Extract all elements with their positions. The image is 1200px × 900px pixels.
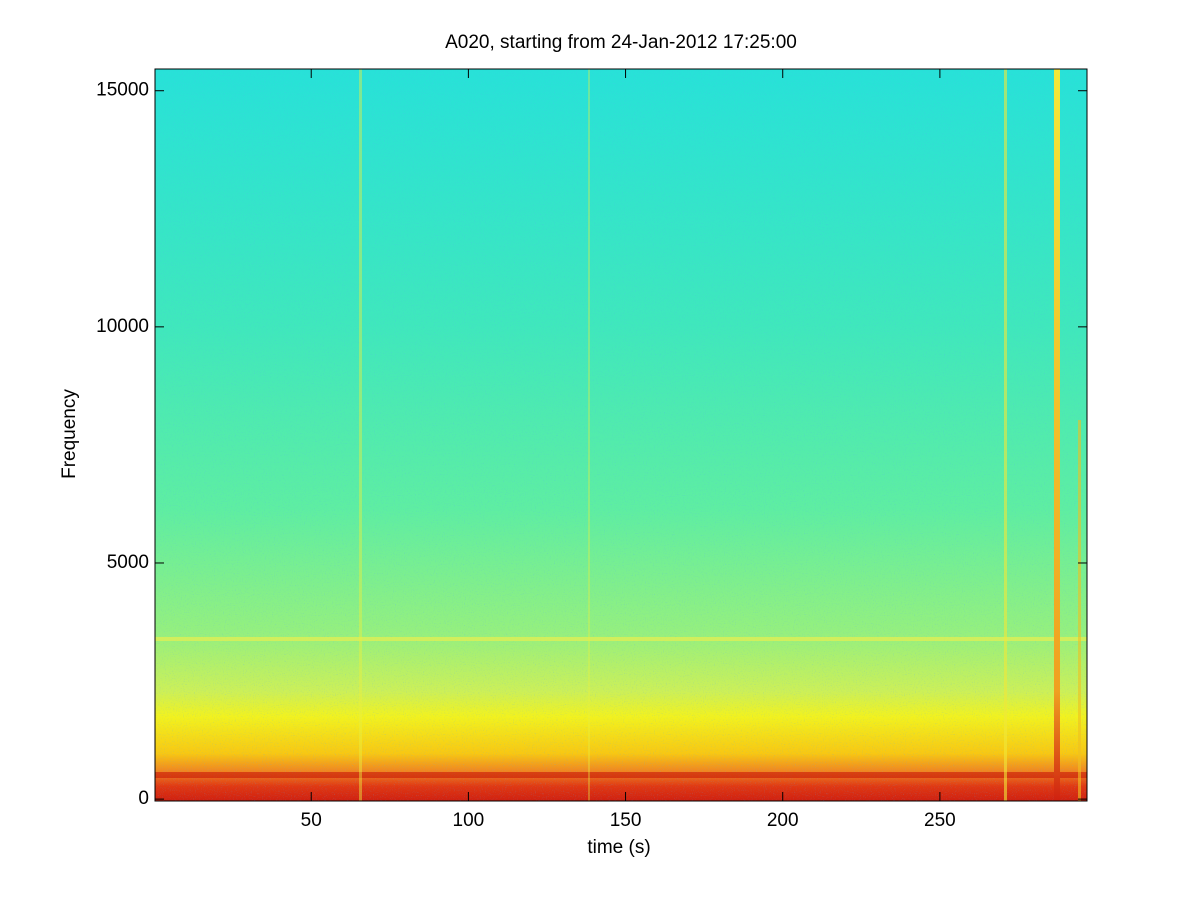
y-tick-label: 15000	[96, 80, 149, 101]
x-tick-label: 100	[453, 810, 485, 831]
y-tick-label: 5000	[107, 552, 149, 573]
y-tick-label: 0	[138, 788, 149, 809]
x-tick-label: 250	[924, 810, 956, 831]
chart-title: A020, starting from 24-Jan-2012 17:25:00	[445, 32, 797, 53]
x-tick-label: 200	[767, 810, 799, 831]
plot-frame	[154, 68, 1088, 802]
x-tick-label: 50	[301, 810, 322, 831]
x-tick-label: 150	[610, 810, 642, 831]
x-axis-label: time (s)	[587, 837, 650, 858]
y-tick-label: 10000	[96, 316, 149, 337]
spectrogram-image	[155, 69, 1087, 801]
y-axis-label: Frequency	[59, 389, 80, 479]
